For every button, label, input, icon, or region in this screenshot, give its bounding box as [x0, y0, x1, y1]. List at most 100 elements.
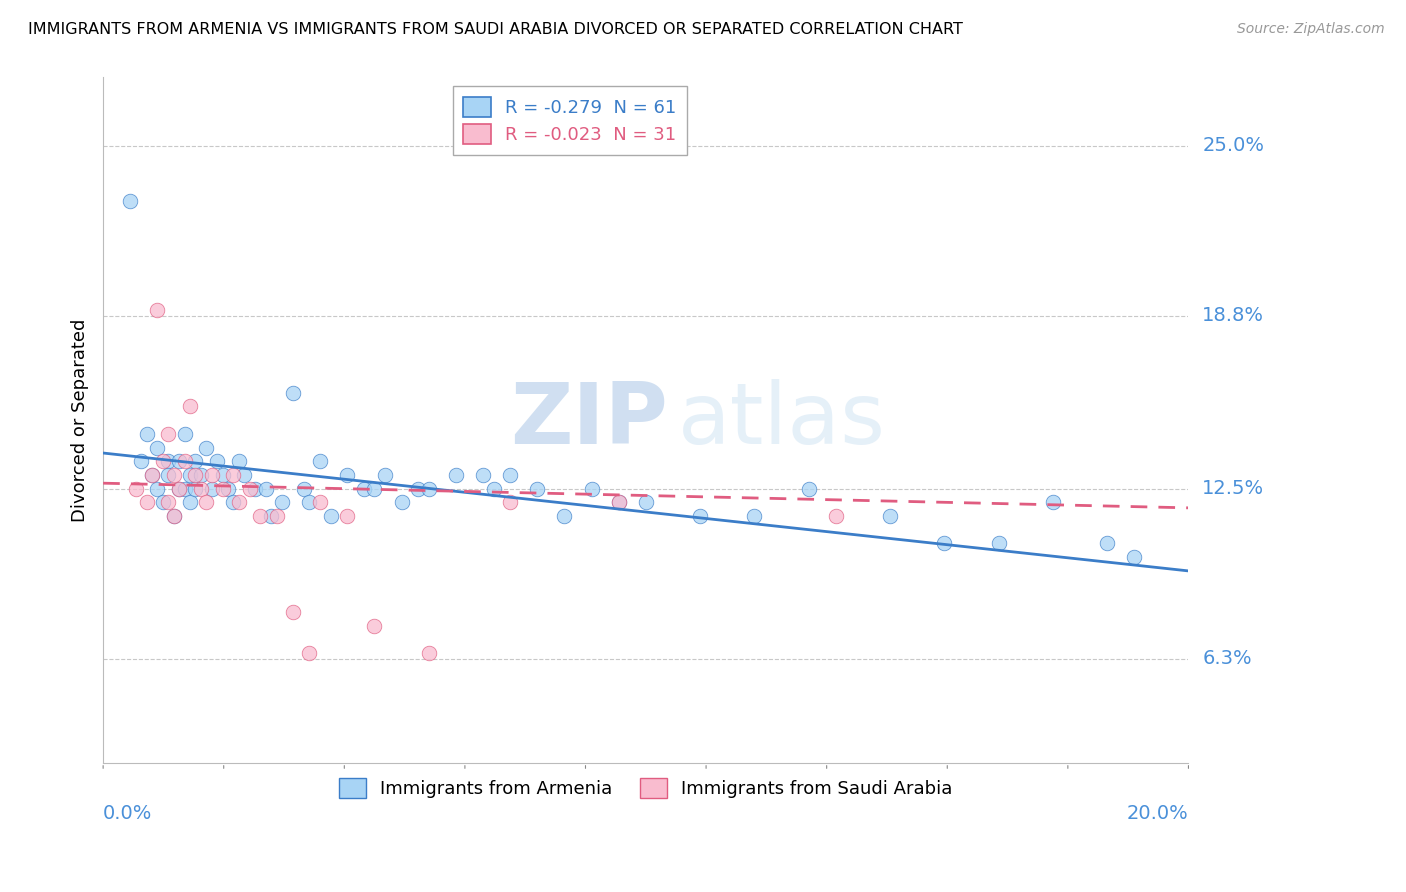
Point	[418, 482, 440, 496]
Point	[228, 454, 250, 468]
Point	[217, 482, 239, 496]
Text: ZIP: ZIP	[510, 378, 668, 462]
Point	[190, 482, 212, 496]
Point	[195, 495, 218, 509]
Text: 20.0%: 20.0%	[1126, 805, 1188, 823]
Point	[135, 426, 157, 441]
Point	[135, 495, 157, 509]
Point	[444, 467, 467, 482]
Point	[167, 482, 190, 496]
Point	[152, 454, 174, 468]
Point	[167, 482, 190, 496]
Point	[336, 467, 359, 482]
Point	[472, 467, 495, 482]
Point	[125, 482, 148, 496]
Point	[374, 467, 396, 482]
Point	[336, 509, 359, 524]
Point	[141, 467, 163, 482]
Point	[201, 467, 224, 482]
Point	[418, 646, 440, 660]
Point	[482, 482, 505, 496]
Point	[157, 495, 180, 509]
Text: 6.3%: 6.3%	[1202, 649, 1251, 668]
Text: 25.0%: 25.0%	[1202, 136, 1264, 155]
Y-axis label: Divorced or Separated: Divorced or Separated	[72, 318, 89, 522]
Point	[163, 509, 186, 524]
Point	[744, 509, 766, 524]
Point	[167, 454, 190, 468]
Point	[233, 467, 256, 482]
Text: atlas: atlas	[678, 378, 886, 462]
Point	[254, 482, 277, 496]
Point	[243, 482, 266, 496]
Point	[184, 467, 207, 482]
Point	[266, 509, 288, 524]
Point	[249, 509, 271, 524]
Point	[607, 495, 630, 509]
Point	[363, 482, 385, 496]
Point	[184, 482, 207, 496]
Point	[211, 482, 233, 496]
Point	[271, 495, 294, 509]
Point	[353, 482, 375, 496]
Point	[281, 605, 304, 619]
Point	[319, 509, 342, 524]
Point	[141, 467, 163, 482]
Point	[190, 467, 212, 482]
Point	[179, 495, 201, 509]
Point	[179, 400, 201, 414]
Point	[391, 495, 413, 509]
Point	[499, 467, 522, 482]
Point	[298, 495, 321, 509]
Point	[205, 454, 228, 468]
Point	[211, 467, 233, 482]
Point	[1123, 550, 1146, 565]
Text: IMMIGRANTS FROM ARMENIA VS IMMIGRANTS FROM SAUDI ARABIA DIVORCED OR SEPARATED CO: IMMIGRANTS FROM ARMENIA VS IMMIGRANTS FR…	[28, 22, 963, 37]
Point	[298, 646, 321, 660]
Point	[797, 482, 820, 496]
Point	[179, 467, 201, 482]
Point	[1042, 495, 1064, 509]
Point	[260, 509, 283, 524]
Text: 18.8%: 18.8%	[1202, 307, 1264, 326]
Text: 0.0%: 0.0%	[103, 805, 152, 823]
Point	[406, 482, 429, 496]
Point	[689, 509, 711, 524]
Point	[607, 495, 630, 509]
Text: Source: ZipAtlas.com: Source: ZipAtlas.com	[1237, 22, 1385, 37]
Point	[934, 536, 956, 550]
Point	[195, 441, 218, 455]
Point	[173, 426, 195, 441]
Point	[553, 509, 575, 524]
Point	[120, 194, 142, 208]
Point	[228, 495, 250, 509]
Point	[987, 536, 1010, 550]
Point	[163, 467, 186, 482]
Point	[157, 454, 180, 468]
Point	[152, 495, 174, 509]
Point	[824, 509, 846, 524]
Point	[146, 303, 169, 318]
Point	[634, 495, 657, 509]
Point	[163, 509, 186, 524]
Point	[184, 454, 207, 468]
Point	[146, 441, 169, 455]
Point	[879, 509, 901, 524]
Point	[292, 482, 315, 496]
Point	[499, 495, 522, 509]
Point	[173, 454, 195, 468]
Point	[526, 482, 548, 496]
Point	[129, 454, 152, 468]
Point	[1095, 536, 1118, 550]
Point	[281, 385, 304, 400]
Point	[309, 454, 332, 468]
Point	[201, 482, 224, 496]
Point	[309, 495, 332, 509]
Point	[157, 467, 180, 482]
Text: 12.5%: 12.5%	[1202, 479, 1264, 498]
Legend: Immigrants from Armenia, Immigrants from Saudi Arabia: Immigrants from Armenia, Immigrants from…	[332, 771, 960, 805]
Point	[222, 467, 245, 482]
Point	[222, 495, 245, 509]
Point	[173, 482, 195, 496]
Point	[239, 482, 262, 496]
